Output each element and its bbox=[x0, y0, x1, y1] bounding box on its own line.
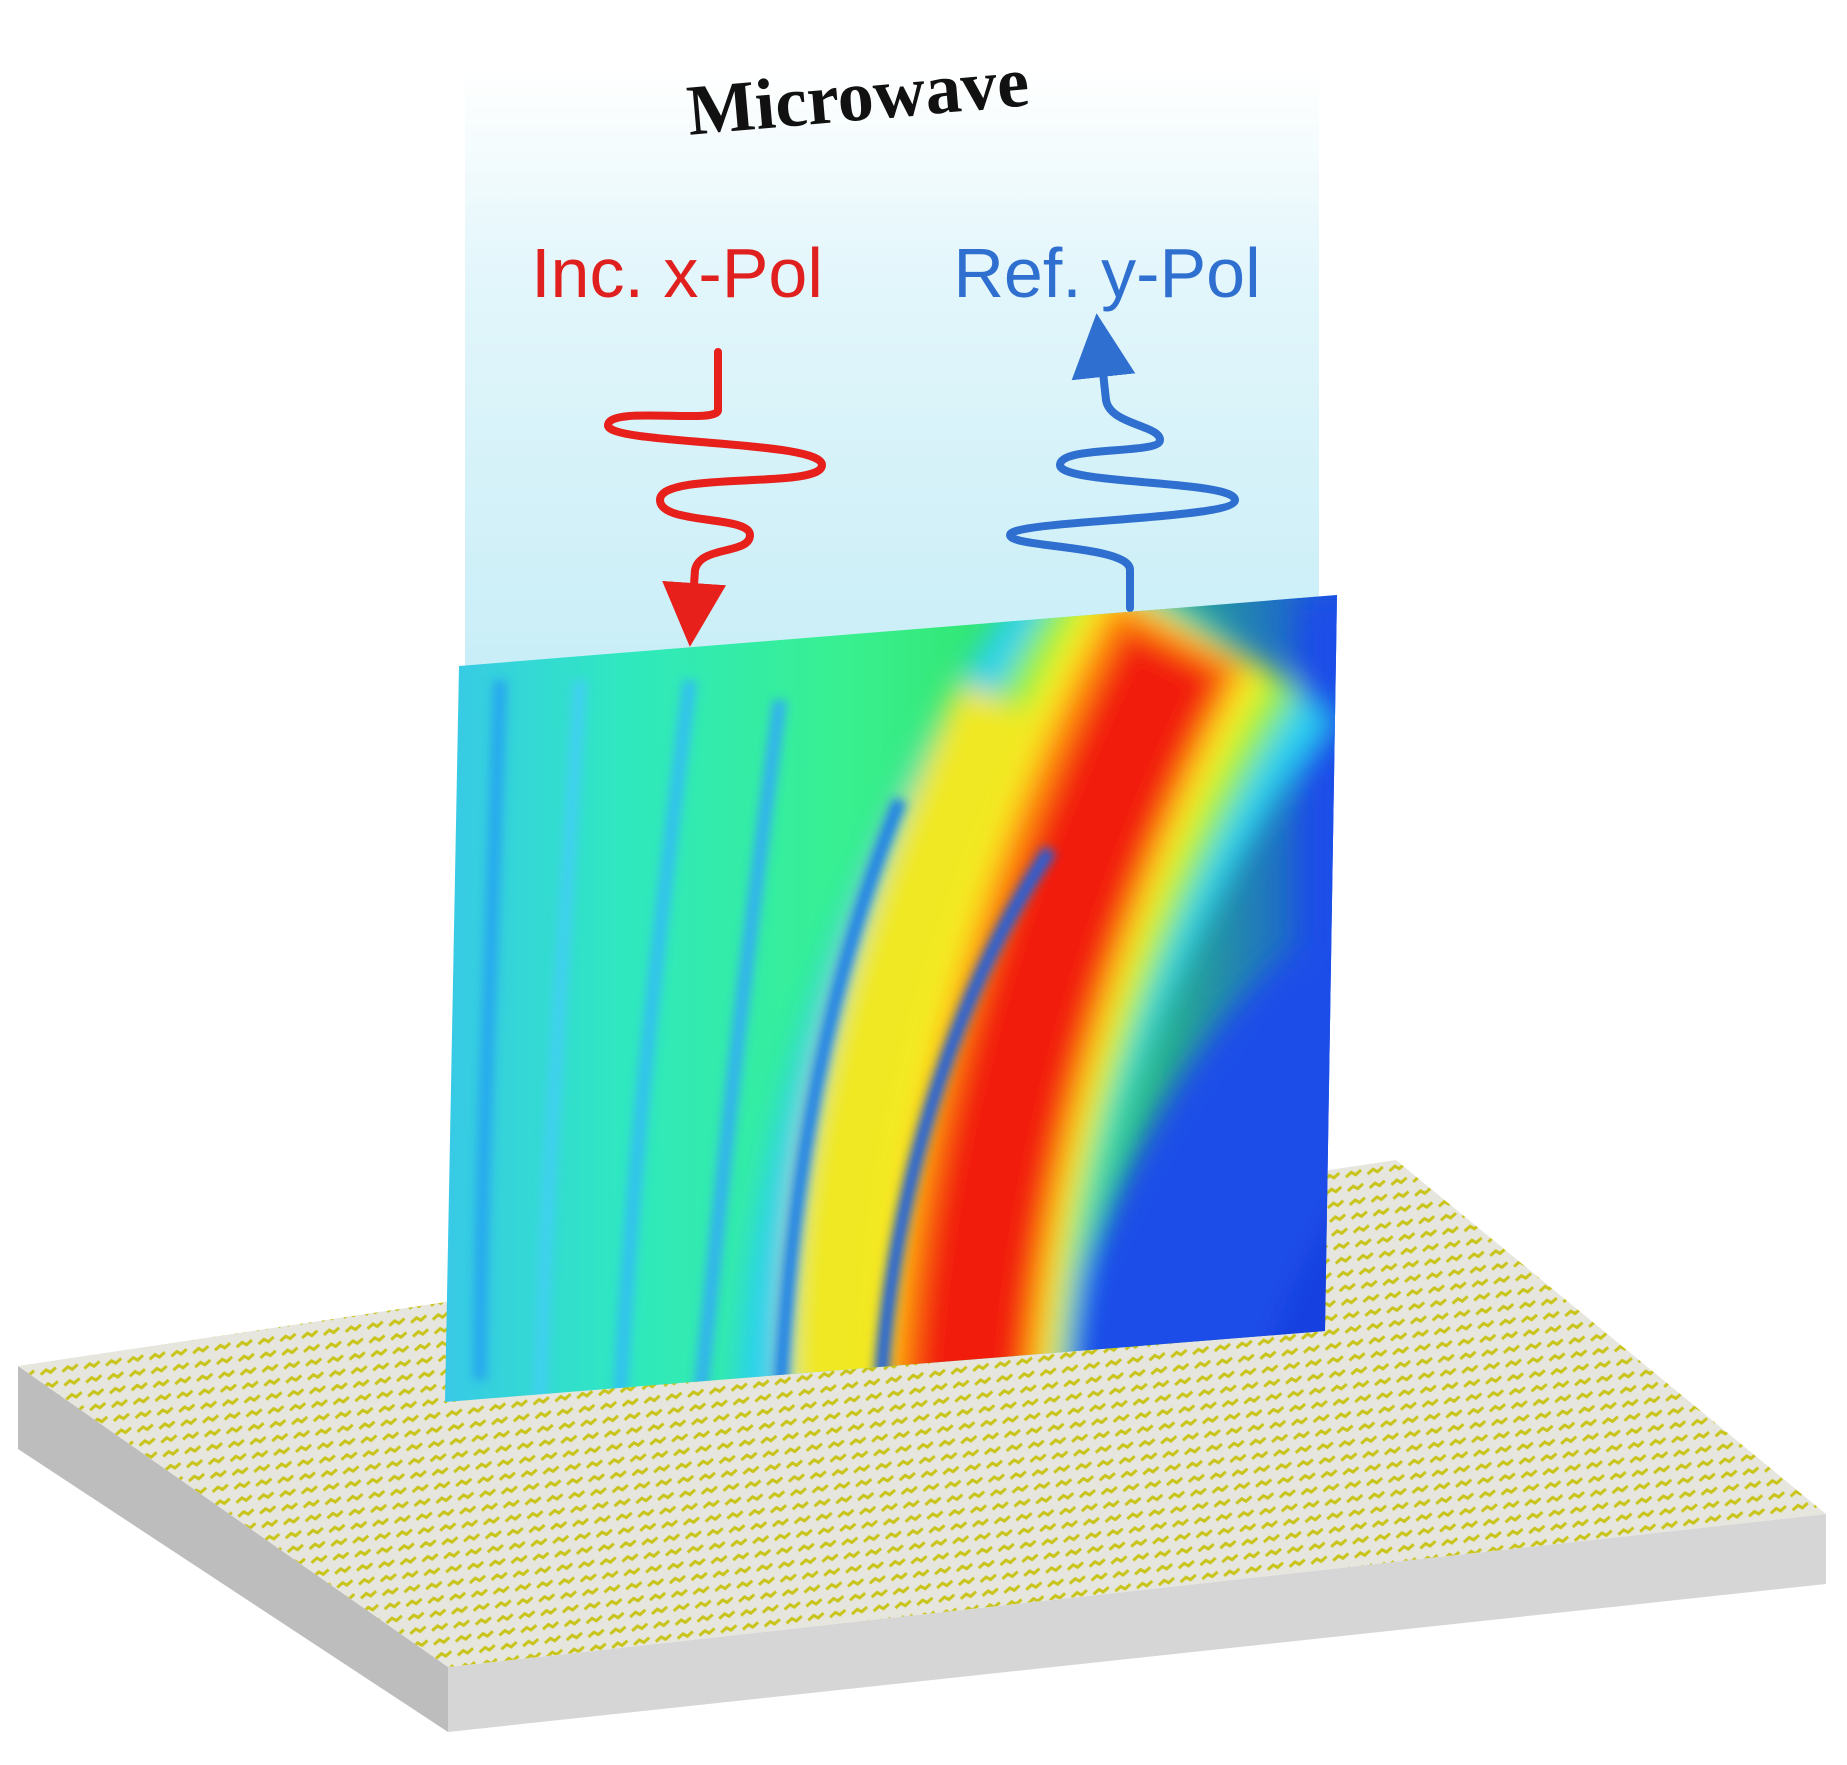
incident-label: Inc. x-Pol bbox=[531, 234, 823, 312]
reflected-wave bbox=[1005, 313, 1240, 612]
metasurface bbox=[18, 1160, 1826, 1667]
field-map bbox=[445, 595, 1337, 1402]
slab-left-side bbox=[18, 1366, 448, 1732]
reflected-label: Ref. y-Pol bbox=[953, 234, 1260, 312]
wave-panel bbox=[465, 70, 1319, 670]
slab-front-side bbox=[448, 1514, 1826, 1732]
incident-wave bbox=[604, 348, 827, 647]
